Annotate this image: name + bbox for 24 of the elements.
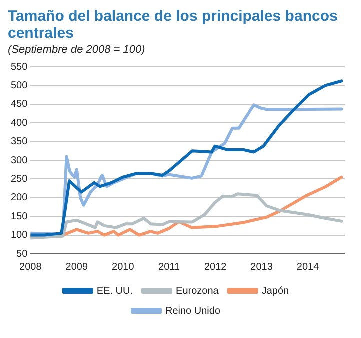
x-tick-label: 2013 — [250, 262, 274, 273]
y-tick-label: 400 — [10, 118, 28, 129]
y-tick-label: 450 — [10, 99, 28, 110]
x-tick-label: 2012 — [204, 262, 228, 273]
y-tick-label: 150 — [10, 211, 28, 222]
x-tick-label: 2010 — [112, 262, 135, 273]
legend-label: Reino Unido — [165, 306, 221, 317]
legend-label: EE. UU. — [96, 286, 134, 297]
y-tick-label: 100 — [10, 230, 28, 242]
x-tick-label: 2009 — [66, 262, 88, 273]
y-tick-label: 300 — [10, 155, 28, 166]
chart-subtitle: (Septiembre de 2008 = 100) — [8, 44, 146, 56]
legend-label: Japón — [262, 286, 290, 297]
x-tick-label: 2014 — [296, 262, 320, 273]
y-tick-label: 350 — [10, 136, 28, 148]
x-tick-label: 2008 — [20, 262, 42, 273]
x-tick-label: 2011 — [158, 262, 181, 273]
y-tick-label: 500 — [10, 80, 28, 92]
y-tick-label: 50 — [16, 248, 28, 260]
legend-label: Eurozona — [176, 286, 220, 297]
chart-title: Tamaño del balance de los principales bancos centrales — [8, 8, 339, 42]
y-tick-label: 250 — [10, 174, 28, 185]
y-tick-label: 550 — [10, 62, 28, 73]
y-tick-label: 200 — [10, 192, 28, 204]
